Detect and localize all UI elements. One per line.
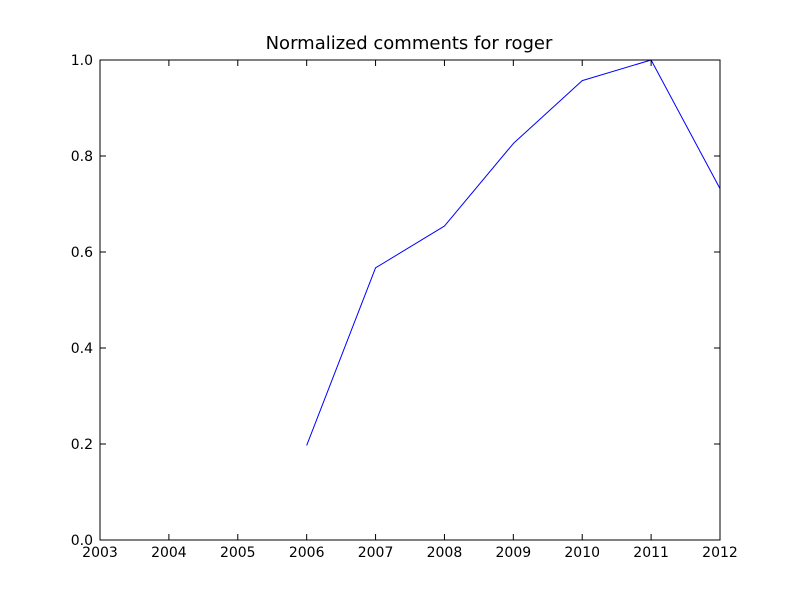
y-tick-label: 0.6 — [71, 245, 93, 261]
x-tick-label: 2006 — [289, 545, 325, 561]
y-tick-label: 0.4 — [71, 341, 93, 357]
x-tick-label: 2008 — [427, 545, 463, 561]
x-tick-label: 2005 — [220, 545, 256, 561]
x-tick-label: 2003 — [82, 545, 118, 561]
x-tick-label: 2011 — [633, 545, 669, 561]
y-tick-label: 0.8 — [71, 149, 93, 165]
y-tick-label: 0.0 — [71, 533, 93, 549]
x-tick-label: 2007 — [358, 545, 394, 561]
x-tick-label: 2010 — [564, 545, 600, 561]
y-tick-label: 0.2 — [71, 437, 93, 453]
x-tick-label: 2012 — [702, 545, 738, 561]
x-tick-label: 2009 — [496, 545, 532, 561]
plot-area — [100, 60, 720, 540]
plot-frame — [99, 59, 721, 541]
x-tick-label: 2004 — [151, 545, 187, 561]
tick-label-layer: 2003 2004 2005 2006 2007 2008 2009 2010 2011 2012… — [71, 53, 738, 561]
chart-title: Normalized comments for roger — [266, 33, 553, 54]
y-tick-label: 1.0 — [71, 53, 93, 69]
